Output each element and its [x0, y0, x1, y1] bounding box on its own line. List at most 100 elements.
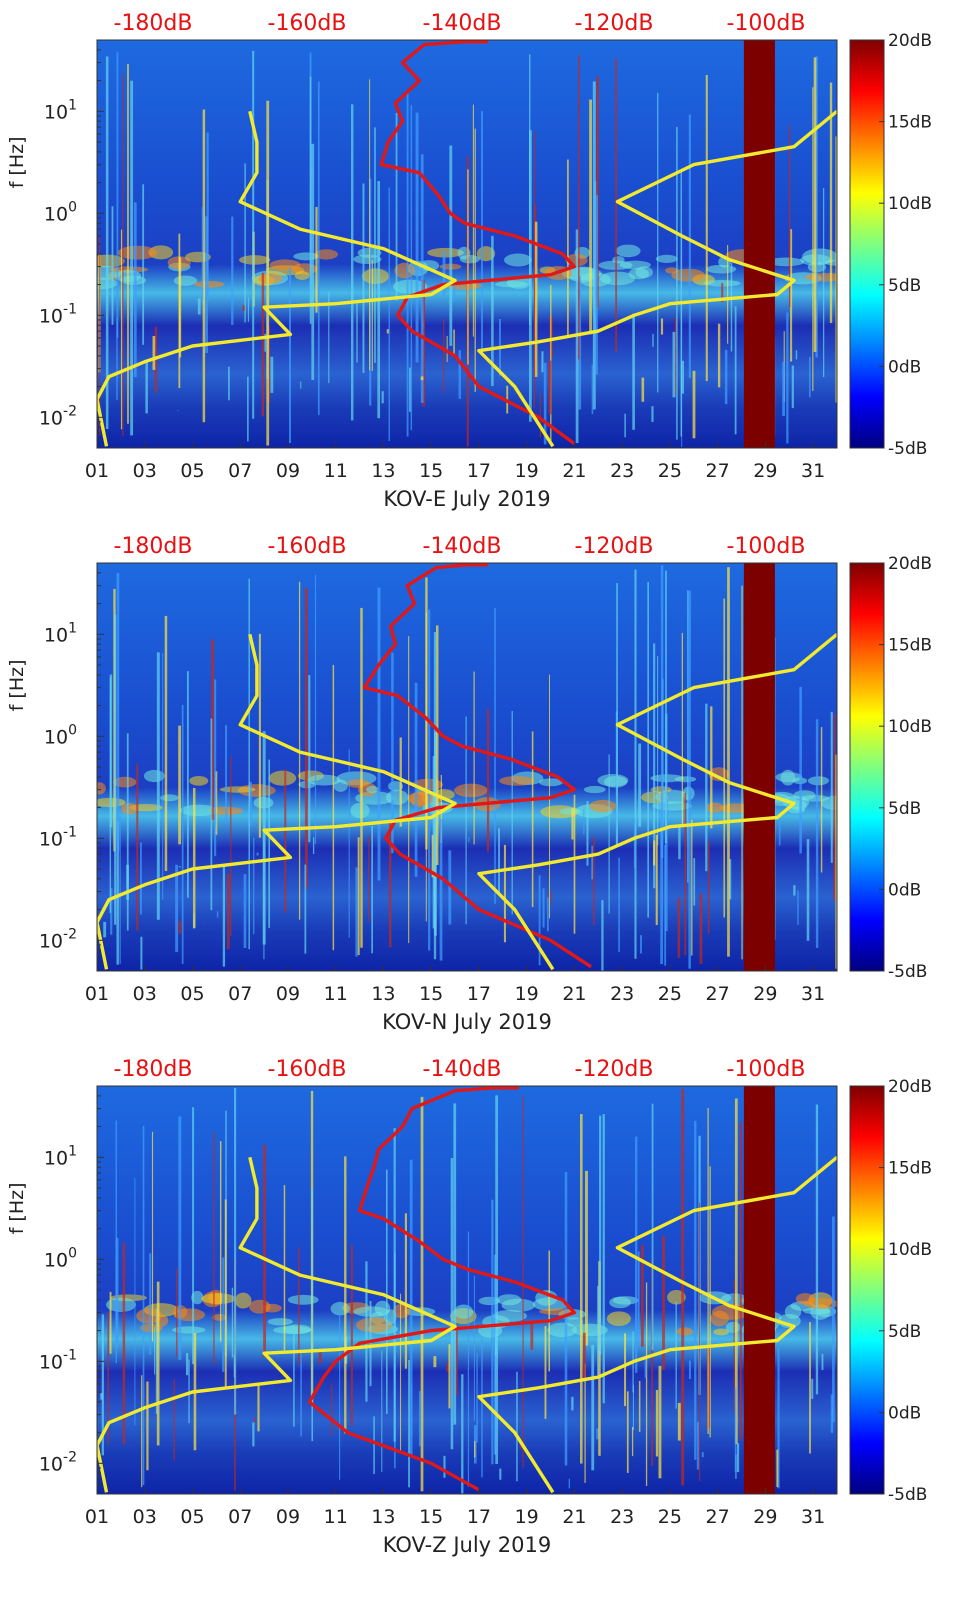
y-tick-label: 10-2 — [39, 926, 77, 952]
colorbar-tick-label: -5dB — [888, 439, 927, 459]
x-tick-label: 31 — [801, 1506, 825, 1528]
top-db-label: -120dB — [575, 11, 654, 36]
x-tick-label: 27 — [706, 983, 730, 1005]
yellow-left-curve — [97, 633, 457, 970]
panel-2: 01 03 05 07 09 11 13 15 17 19 21 23 25 27 29 31 KOV-N Ju… — [6, 534, 932, 1034]
x-tick-label: 13 — [371, 460, 395, 482]
y-tick-label: 10-1 — [39, 1347, 77, 1373]
x-tick-label: 03 — [133, 983, 157, 1005]
colorbar-tick-label: 20dB — [888, 1077, 932, 1097]
x-tick-label: 01 — [85, 1506, 109, 1528]
x-tick-label: 31 — [801, 460, 825, 482]
top-db-label: -100dB — [727, 534, 806, 559]
top-db-label: -140dB — [423, 1057, 502, 1082]
colorbar-tick-label: 5dB — [888, 276, 921, 296]
heatmap-background — [97, 1086, 837, 1494]
x-tick-label: 09 — [276, 1506, 300, 1528]
colorbar-tick-label: 5dB — [888, 799, 921, 819]
x-tick-label: 21 — [562, 460, 586, 482]
colorbar-tick-label: 5dB — [888, 1322, 921, 1342]
colorbar — [849, 1085, 885, 1495]
colorbar-tick-label: 10dB — [888, 717, 932, 737]
panel-1: 01 03 05 07 09 11 13 15 17 19 21 23 25 27 29 31 KOV-E Ju… — [6, 11, 932, 511]
top-db-label: -180dB — [114, 1057, 193, 1082]
colorbar-tick-label: 20dB — [888, 554, 932, 574]
x-tick-label: 31 — [801, 983, 825, 1005]
colorbar-tick-label: 0dB — [888, 357, 921, 377]
x-tick-label: 13 — [371, 983, 395, 1005]
top-db-label: -180dB — [114, 11, 193, 36]
colorbar — [849, 39, 885, 449]
y-axis-label: f [Hz] — [6, 136, 28, 188]
red-psd-curve — [362, 563, 593, 969]
heatmap-background — [97, 563, 837, 971]
top-db-label: -120dB — [575, 1057, 654, 1082]
data-gap-band — [743, 40, 775, 448]
y-tick-label: 10-1 — [39, 301, 77, 327]
x-axis-label: KOV-N July 2019 — [382, 1010, 552, 1034]
x-tick-label: 11 — [324, 1506, 348, 1528]
colorbar-tick-label: 0dB — [888, 1403, 921, 1423]
x-tick-label: 03 — [133, 1506, 157, 1528]
x-tick-label: 05 — [180, 460, 204, 482]
x-tick-label: 11 — [324, 983, 348, 1005]
x-tick-label: 19 — [515, 983, 539, 1005]
y-tick-label: 101 — [44, 620, 77, 646]
x-tick-label: 01 — [85, 983, 109, 1005]
colorbar-tick-label: -5dB — [888, 1485, 927, 1505]
colorbar-tick-label: 10dB — [888, 194, 932, 214]
x-tick-label: 19 — [515, 1506, 539, 1528]
y-tick-label: 10-1 — [39, 824, 77, 850]
y-axis-label: f [Hz] — [6, 659, 28, 711]
colorbar-tick-label: 10dB — [888, 1240, 932, 1260]
x-axis-label: KOV-Z July 2019 — [383, 1533, 551, 1557]
red-psd-curve — [307, 1086, 577, 1492]
x-tick-label: 07 — [228, 1506, 252, 1528]
x-tick-label: 27 — [706, 1506, 730, 1528]
yellow-right-curve — [477, 632, 837, 971]
x-tick-label: 23 — [610, 983, 634, 1005]
x-tick-label: 25 — [658, 460, 682, 482]
x-tick-label: 15 — [419, 1506, 443, 1528]
y-tick-label: 100 — [44, 722, 77, 748]
y-tick-label: 101 — [44, 97, 77, 123]
y-tick-label: 10-2 — [39, 403, 77, 429]
x-tick-label: 09 — [276, 460, 300, 482]
top-db-label: -100dB — [727, 1057, 806, 1082]
top-db-label: -180dB — [114, 534, 193, 559]
x-tick-label: 01 — [85, 460, 109, 482]
x-tick-label: 23 — [610, 1506, 634, 1528]
x-tick-label: 23 — [610, 460, 634, 482]
colorbar-tick-label: 15dB — [888, 113, 932, 133]
top-db-label: -140dB — [423, 534, 502, 559]
top-db-label: -140dB — [423, 11, 502, 36]
colorbar — [849, 562, 885, 972]
colorbar-tick-label: 0dB — [888, 880, 921, 900]
x-tick-label: 25 — [658, 983, 682, 1005]
heatmap-area — [97, 40, 837, 448]
x-tick-label: 07 — [228, 460, 252, 482]
yellow-left-curve — [97, 1156, 457, 1493]
colorbar-tick-label: 20dB — [888, 31, 932, 51]
x-tick-label: 17 — [467, 1506, 491, 1528]
x-tick-label: 15 — [419, 983, 443, 1005]
x-tick-label: 09 — [276, 983, 300, 1005]
x-tick-label: 15 — [419, 460, 443, 482]
x-tick-label: 25 — [658, 1506, 682, 1528]
x-axis-label: KOV-E July 2019 — [383, 487, 550, 511]
yellow-left-curve — [97, 110, 457, 447]
x-tick-label: 11 — [324, 460, 348, 482]
x-tick-label: 29 — [753, 1506, 777, 1528]
heatmap-area — [97, 563, 837, 971]
top-db-label: -100dB — [727, 11, 806, 36]
red-psd-curve — [379, 40, 577, 446]
colorbar-tick-label: 15dB — [888, 1159, 932, 1179]
y-tick-label: 101 — [44, 1143, 77, 1169]
x-tick-label: 03 — [133, 460, 157, 482]
x-tick-label: 29 — [753, 983, 777, 1005]
top-db-label: -160dB — [268, 1057, 347, 1082]
x-tick-label: 19 — [515, 460, 539, 482]
x-tick-label: 21 — [562, 983, 586, 1005]
x-tick-label: 17 — [467, 983, 491, 1005]
